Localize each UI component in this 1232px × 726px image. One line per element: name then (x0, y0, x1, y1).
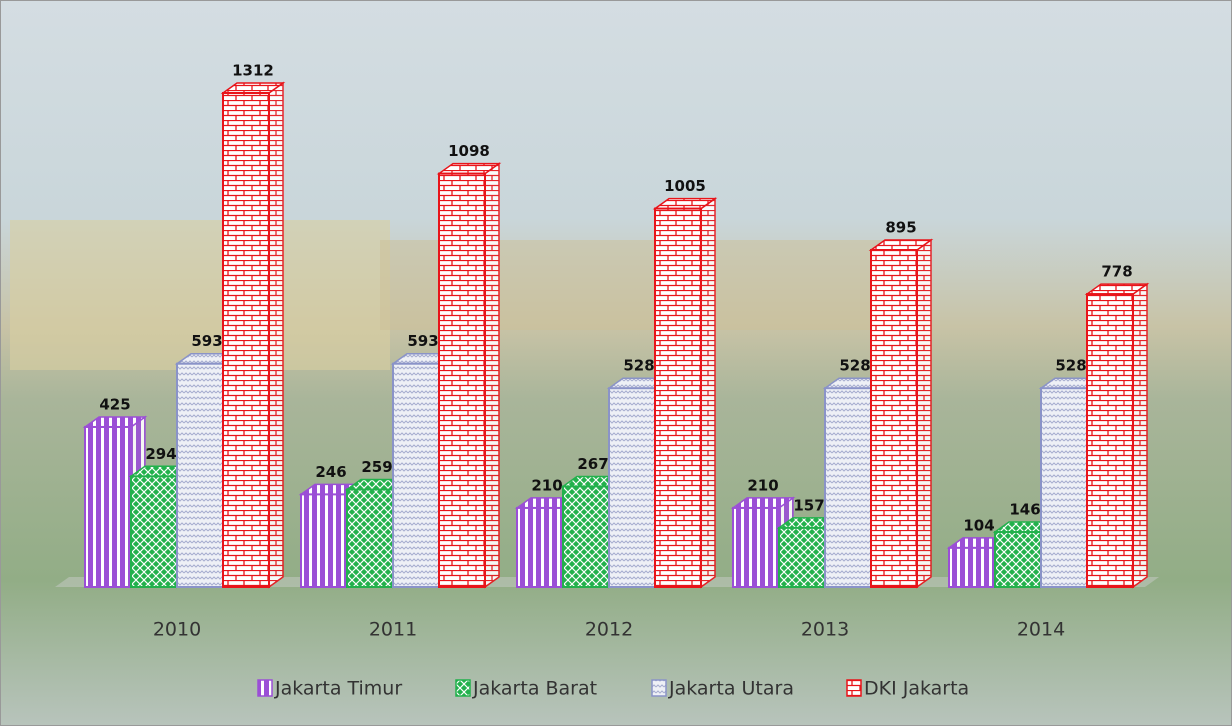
bar (732, 506, 780, 588)
legend-label: DKI Jakarta (864, 678, 969, 700)
data-label: 267 (577, 455, 608, 473)
legend-item: Jakarta Utara (651, 678, 794, 700)
bar (84, 425, 132, 589)
data-label: 104 (963, 516, 994, 534)
bar (654, 207, 702, 588)
bar (870, 249, 918, 588)
data-label: 1098 (448, 142, 490, 160)
bar-side (916, 238, 932, 589)
bar-side (268, 81, 284, 589)
legend-swatch (257, 679, 273, 697)
data-label: 294 (145, 445, 176, 463)
data-label: 210 (531, 476, 562, 494)
data-label: 259 (361, 458, 392, 476)
bar (562, 485, 610, 588)
x-tick-label: 2013 (801, 619, 849, 641)
data-label: 1312 (232, 62, 274, 80)
data-label: 895 (885, 219, 916, 237)
bar (392, 362, 440, 588)
data-label: 246 (315, 463, 346, 481)
x-tick-label: 2012 (585, 619, 633, 641)
bar (1040, 387, 1088, 588)
data-label: 528 (623, 357, 654, 375)
legend-label: Jakarta Timur (274, 678, 402, 700)
bar (222, 92, 270, 588)
bar-side (484, 162, 500, 589)
legend-item: Jakarta Barat (455, 678, 597, 700)
bar (994, 531, 1042, 589)
bar (608, 387, 656, 588)
data-label: 146 (1009, 501, 1040, 519)
data-label: 1005 (664, 177, 706, 195)
bar-side (700, 197, 716, 589)
houses (10, 220, 390, 370)
bar (300, 493, 348, 588)
legend-label: Jakarta Barat (472, 678, 597, 700)
data-label: 778 (1101, 263, 1132, 281)
legend-label: Jakarta Utara (668, 678, 794, 700)
legend-item: DKI Jakarta (846, 678, 969, 700)
bar (438, 172, 486, 588)
bar-side (1132, 282, 1148, 589)
data-label: 157 (793, 496, 824, 514)
bar (778, 526, 826, 589)
bar (1086, 293, 1134, 588)
bar (824, 387, 872, 588)
data-label: 593 (191, 332, 222, 350)
legend-item: Jakarta Timur (257, 678, 402, 700)
bar (948, 546, 996, 589)
data-label: 528 (1055, 357, 1086, 375)
x-tick-label: 2014 (1017, 619, 1065, 641)
bar (346, 488, 394, 589)
data-label: 593 (407, 332, 438, 350)
bar (130, 475, 178, 588)
bar (516, 506, 564, 588)
data-label: 425 (99, 395, 130, 413)
legend-swatch (455, 679, 471, 697)
data-label: 210 (747, 476, 778, 494)
x-tick-label: 2011 (369, 619, 417, 641)
legend-swatch (846, 679, 862, 697)
legend-swatch (651, 679, 667, 697)
bar (176, 362, 224, 588)
x-tick-label: 2010 (153, 619, 201, 641)
data-label: 528 (839, 357, 870, 375)
